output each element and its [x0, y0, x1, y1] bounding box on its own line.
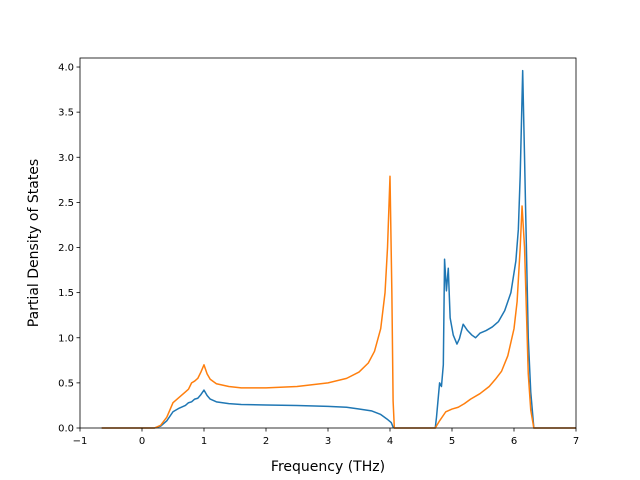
- x-tick-label: 4: [387, 436, 393, 447]
- x-tick-label: 2: [263, 436, 269, 447]
- x-tick-label: 1: [201, 436, 207, 447]
- y-axis-label: Partial Density of States: [26, 159, 42, 327]
- y-tick-label: 3.0: [58, 153, 74, 164]
- y-tick-label: 1.0: [58, 333, 74, 344]
- y-axis-ticks: 0.0 0.5 1.0 1.5 2.0 2.5 3.0 3.5 4.0: [58, 63, 80, 435]
- y-tick-label: 0.0: [58, 424, 74, 435]
- x-tick-label: 3: [325, 436, 331, 447]
- x-tick-label: 0: [139, 436, 145, 447]
- y-tick-label: 0.5: [58, 378, 74, 389]
- x-tick-label: 7: [573, 436, 579, 447]
- x-tick-label: −1: [73, 436, 88, 447]
- x-axis-label: Frequency (THz): [271, 459, 385, 475]
- x-tick-label: 6: [511, 436, 517, 447]
- x-axis-ticks: −1 0 1 2 3 4 5 6 7: [73, 428, 579, 447]
- y-tick-label: 2.0: [58, 243, 74, 254]
- x-tick-label: 5: [449, 436, 455, 447]
- y-tick-label: 2.5: [58, 198, 74, 209]
- y-tick-label: 1.5: [58, 288, 74, 299]
- series-line-2: [101, 175, 576, 429]
- y-tick-label: 3.5: [58, 108, 74, 119]
- y-tick-label: 4.0: [58, 63, 74, 74]
